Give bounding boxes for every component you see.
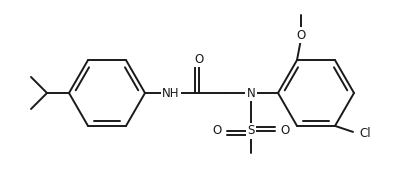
Text: O: O (296, 29, 306, 42)
Text: O: O (194, 53, 204, 65)
Text: NH: NH (162, 87, 180, 100)
Text: O: O (212, 125, 221, 137)
Text: N: N (247, 87, 255, 100)
Text: S: S (247, 125, 255, 137)
Text: Cl: Cl (359, 127, 371, 140)
Text: O: O (281, 125, 290, 137)
